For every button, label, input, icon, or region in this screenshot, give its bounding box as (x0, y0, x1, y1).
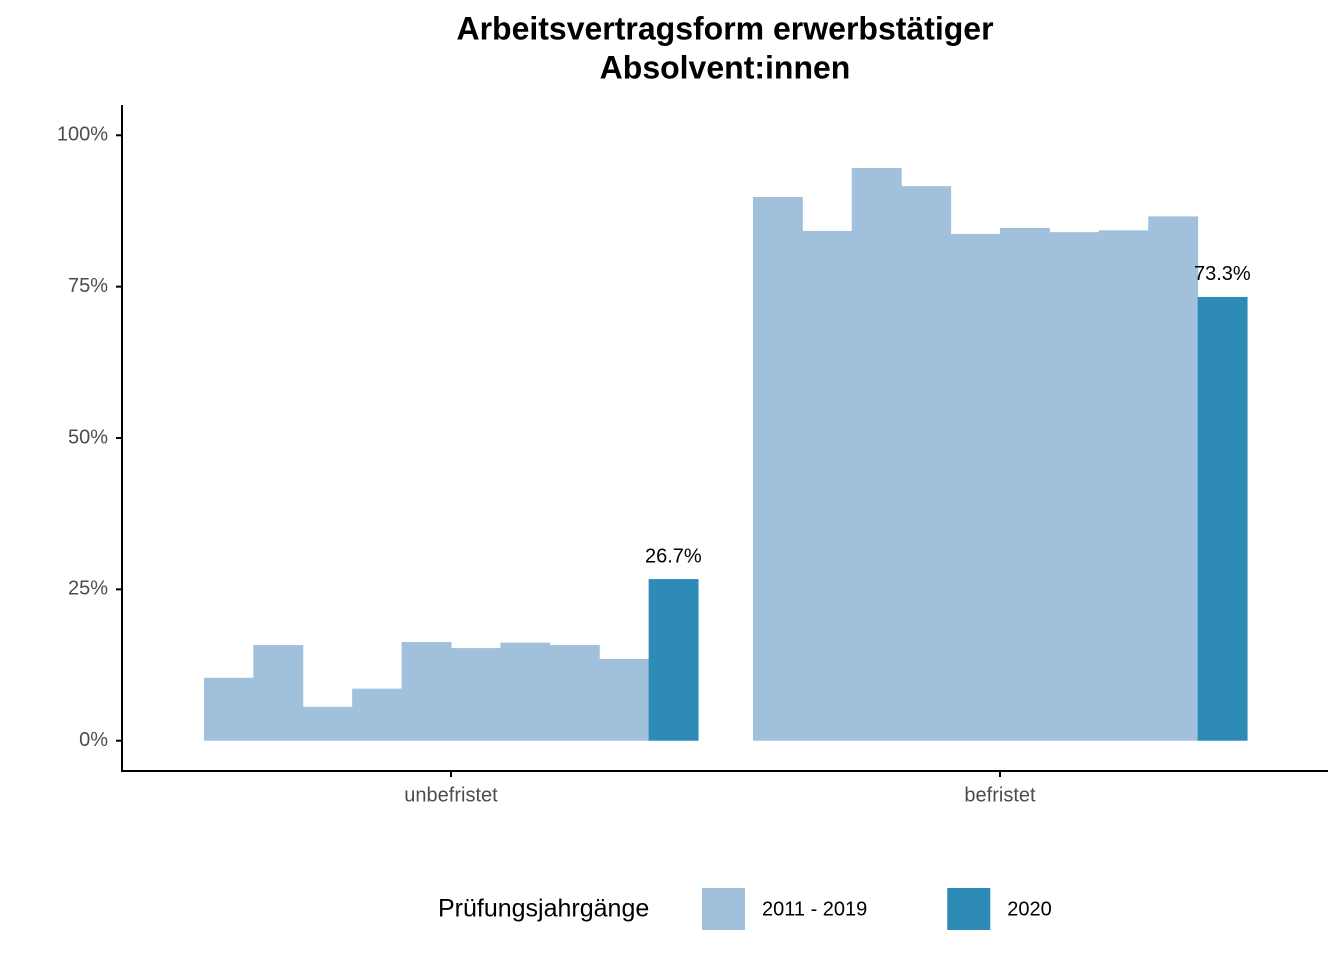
bar (549, 645, 600, 741)
bar (253, 645, 304, 741)
y-tick-label: 50% (68, 426, 108, 448)
chart-title: Absolvent:innen (600, 49, 851, 85)
x-tick-label: unbefristet (404, 784, 498, 806)
bar (599, 658, 650, 741)
bar (401, 642, 452, 741)
legend-label: 2011 - 2019 (762, 898, 867, 920)
bar (950, 233, 1001, 741)
legend-swatch (947, 888, 991, 930)
y-tick-label: 0% (79, 729, 108, 751)
bar (752, 197, 803, 741)
legend-label: 2020 (1007, 898, 1052, 920)
bar (851, 167, 902, 741)
bar (1148, 216, 1199, 741)
bar (203, 677, 254, 741)
x-tick-label: befristet (964, 784, 1036, 806)
value-label: 73.3% (1194, 263, 1251, 285)
bar (451, 648, 501, 741)
bar (802, 230, 853, 741)
bar (648, 579, 699, 741)
legend-swatch (702, 888, 745, 930)
bar (352, 688, 403, 741)
value-label: 26.7% (645, 545, 702, 567)
bar (1098, 230, 1149, 741)
y-tick-label: 25% (68, 578, 108, 600)
y-tick-label: 75% (68, 275, 108, 297)
legend-title: Prüfungsjahrgänge (438, 895, 649, 923)
bar (500, 642, 551, 741)
bar (1049, 232, 1100, 741)
bar (302, 706, 353, 741)
chart-title: Arbeitsvertragsform erwerbstätiger (456, 10, 993, 46)
bar (1197, 296, 1248, 741)
y-tick-label: 100% (57, 124, 108, 146)
bar (1000, 227, 1050, 741)
bar (901, 186, 952, 741)
